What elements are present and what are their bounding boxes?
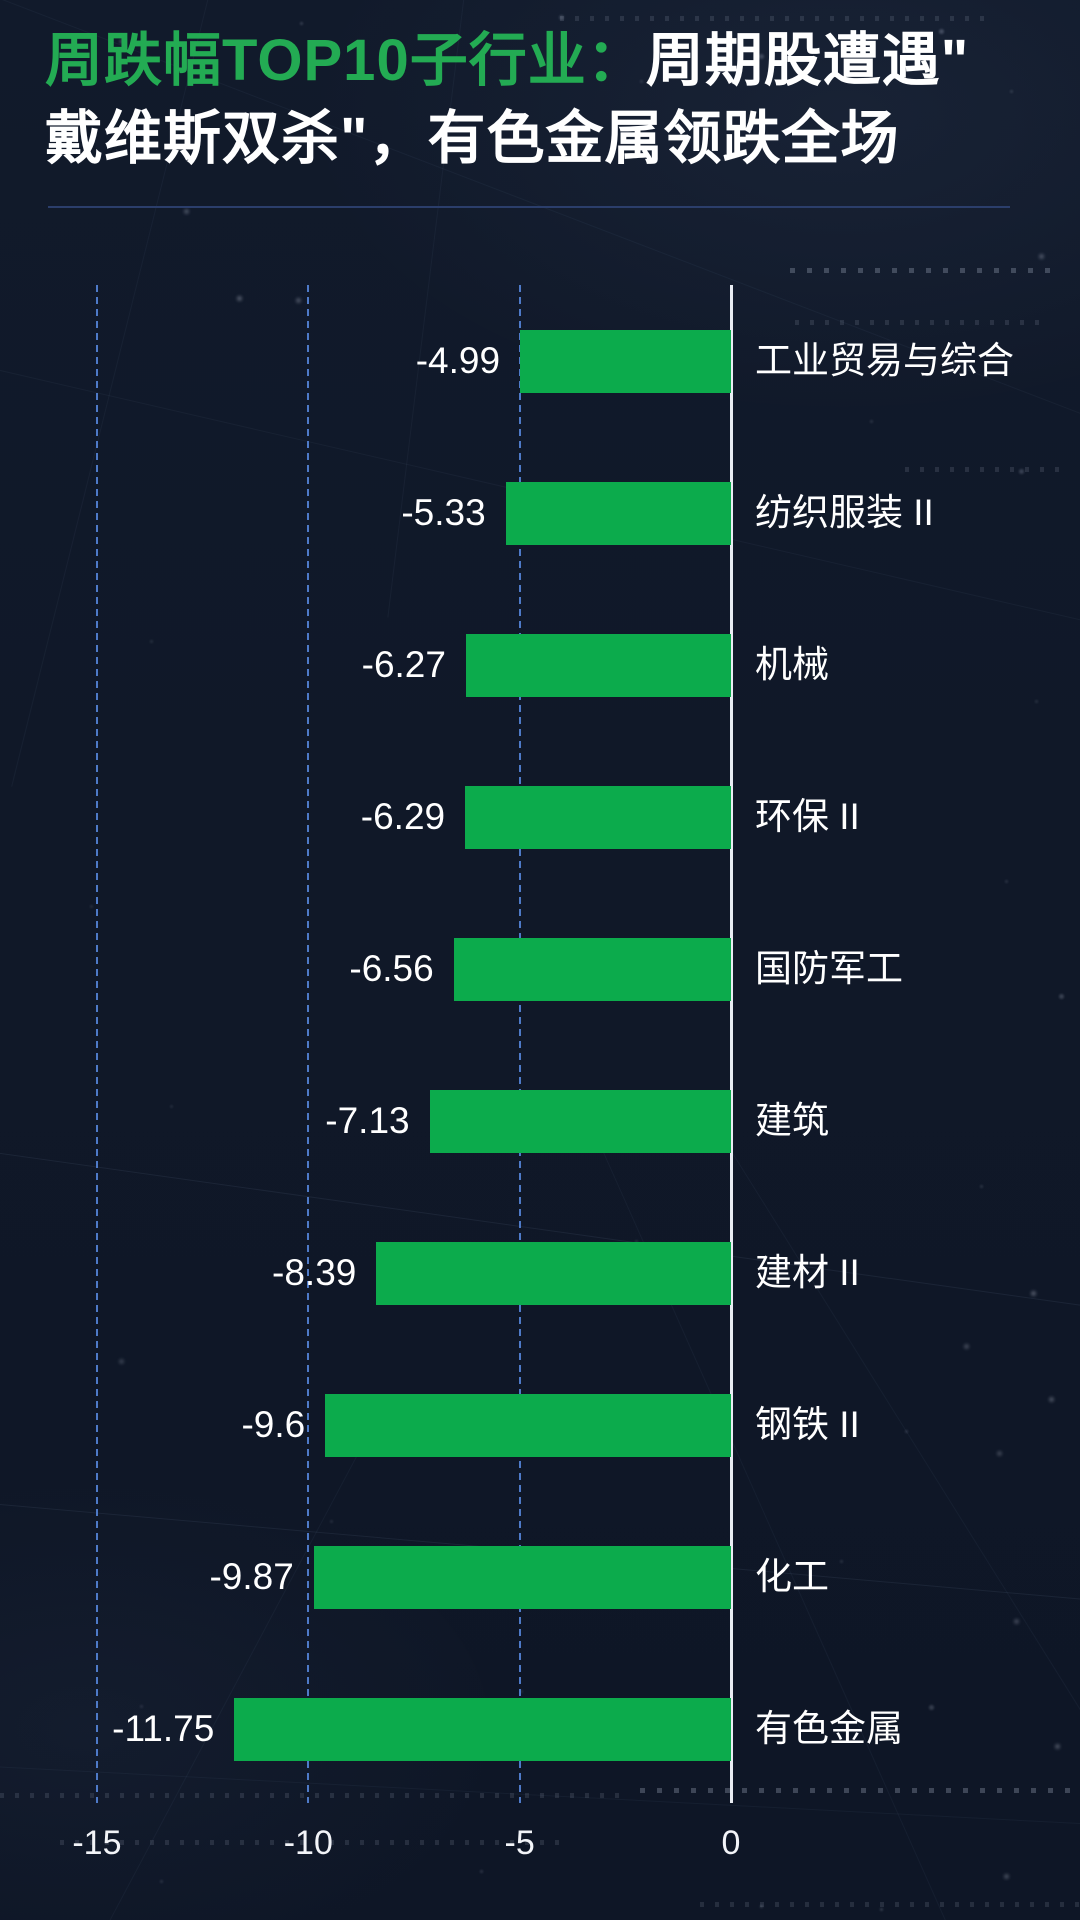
x-axis-tick-label: -15 xyxy=(72,1824,122,1862)
bar-value-label: -7.13 xyxy=(325,1100,410,1141)
bar-value-label: -6.27 xyxy=(361,644,446,685)
bar-category-label: 工业贸易与综合 xyxy=(755,340,1014,381)
bar-value-label: -6.29 xyxy=(360,796,446,837)
bar xyxy=(505,481,731,545)
bar-category-label: 机械 xyxy=(755,644,829,685)
chart-title-rest-line1: 周期股遭遇" xyxy=(645,28,970,93)
zero-axis-line xyxy=(729,285,733,1803)
bar xyxy=(453,937,731,1001)
bar-category-label: 建筑 xyxy=(755,1100,829,1141)
bar xyxy=(234,1697,731,1761)
bar-value-label: -11.75 xyxy=(112,1708,215,1749)
chart-title: 周跌幅TOP10子行业：周期股遭遇" 戴维斯双杀"，有色金属领跌全场 xyxy=(45,22,1040,178)
bar xyxy=(465,785,731,849)
bar-category-label: 有色金属 xyxy=(755,1708,903,1749)
gridline-dashed xyxy=(95,285,98,1803)
bar xyxy=(429,1089,731,1153)
title-divider xyxy=(48,206,1010,208)
bar-category-label: 环保 II xyxy=(755,796,860,837)
bar-value-label: -4.99 xyxy=(415,340,501,381)
bar xyxy=(313,1545,731,1609)
bar-value-label: -5.33 xyxy=(401,492,486,533)
bar-category-label: 钢铁 II xyxy=(755,1404,860,1445)
x-axis-tick-label: -5 xyxy=(504,1824,535,1862)
chart-title-highlight: 周跌幅TOP10子行业： xyxy=(45,28,646,93)
bar xyxy=(376,1241,731,1305)
bar xyxy=(325,1393,731,1457)
bar-category-label: 国防军工 xyxy=(755,948,903,989)
gridline-dashed xyxy=(518,285,521,1803)
bar xyxy=(520,329,731,393)
bar-category-label: 建材 II xyxy=(755,1252,860,1293)
x-axis-tick-label: -10 xyxy=(283,1824,333,1862)
bar xyxy=(465,633,731,697)
bar-value-label: -8.39 xyxy=(272,1252,357,1293)
bar-value-label: -9.6 xyxy=(241,1404,306,1445)
x-axis-tick-label: 0 xyxy=(721,1824,741,1862)
bar-category-label: 纺织服装 II xyxy=(755,492,934,533)
bar-category-label: 化工 xyxy=(755,1556,829,1597)
bar-value-label: -6.56 xyxy=(349,948,434,989)
chart-title-rest-line2: 戴维斯双杀"，有色金属领跌全场 xyxy=(45,106,900,171)
bar-value-label: -9.87 xyxy=(209,1556,294,1597)
gridline-dashed xyxy=(307,285,310,1803)
